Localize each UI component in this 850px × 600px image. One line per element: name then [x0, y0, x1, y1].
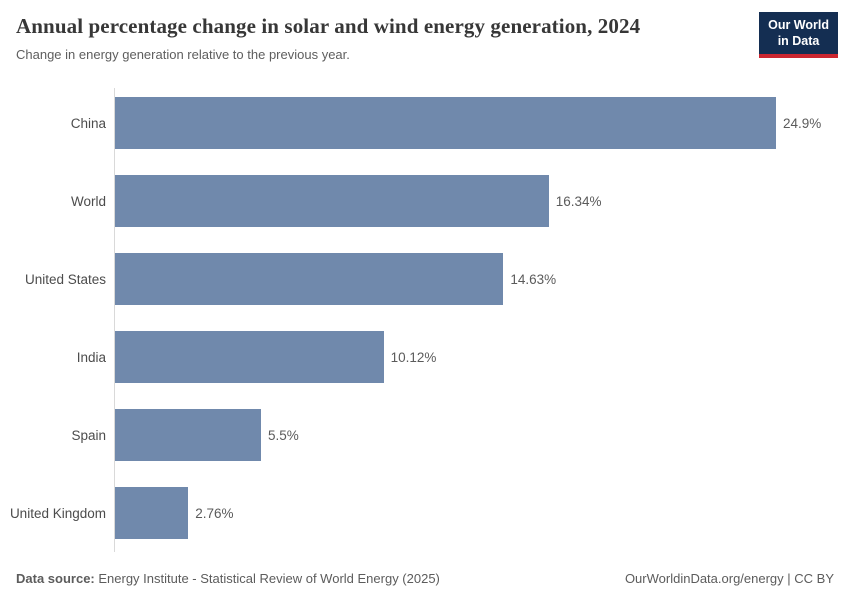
chart-row: World 16.34%: [0, 162, 850, 240]
value-label: 10.12%: [390, 349, 437, 365]
bar: [115, 487, 189, 539]
bar: [115, 331, 384, 383]
bar: [115, 97, 776, 149]
data-source-text: Energy Institute - Statistical Review of…: [94, 571, 440, 586]
category-label: China: [70, 115, 106, 131]
value-label: 24.9%: [783, 115, 822, 131]
y-axis-line: [114, 88, 115, 552]
page-title: Annual percentage change in solar and wi…: [16, 14, 641, 38]
value-label: 5.5%: [268, 427, 299, 443]
data-source-label: Data source:: [16, 571, 95, 586]
category-label: India: [76, 349, 106, 365]
category-label: Spain: [71, 427, 106, 443]
chart-row: United Kingdom 2.76%: [0, 474, 850, 552]
owid-logo-line2: in Data: [777, 33, 820, 48]
chart-row: United States 14.63%: [0, 240, 850, 318]
category-label: United States: [24, 271, 106, 287]
chart-footer: Data source: Energy Institute - Statisti…: [16, 571, 834, 586]
value-label: 2.76%: [195, 505, 234, 521]
bar: [115, 409, 261, 461]
chart-row: Spain 5.5%: [0, 396, 850, 474]
owid-logo-line1: Our World: [768, 18, 829, 32]
page-subtitle: Change in energy generation relative to …: [16, 47, 350, 63]
owid-logo: Our World in Data: [759, 12, 838, 59]
value-label: 16.34%: [555, 193, 602, 209]
bar-chart: China 24.9% World 16.34% United States 14.63%…: [0, 84, 850, 552]
chart-header: Annual percentage change in solar and wi…: [16, 14, 756, 64]
chart-row: China 24.9%: [0, 84, 850, 162]
category-label: United Kingdom: [9, 505, 106, 521]
chart-row: India 10.12%: [0, 318, 850, 396]
data-source-note: Data source: Energy Institute - Statisti…: [16, 571, 440, 586]
value-label: 14.63%: [510, 271, 557, 287]
bar: [115, 253, 504, 305]
credit-line: OurWorldinData.org/energy | CC BY: [624, 571, 834, 586]
bar: [115, 175, 549, 227]
category-label: World: [70, 193, 106, 209]
chart-rows: China 24.9% World 16.34% United States 14.63%…: [0, 84, 850, 552]
